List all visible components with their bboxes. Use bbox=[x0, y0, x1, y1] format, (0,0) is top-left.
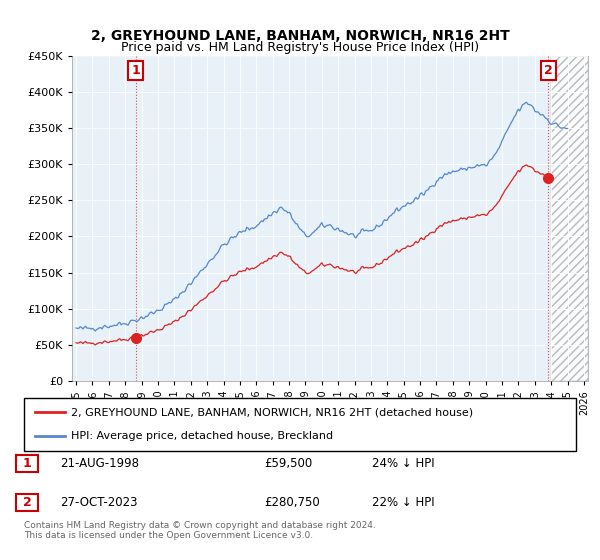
Text: 27-OCT-2023: 27-OCT-2023 bbox=[60, 496, 137, 510]
Text: 22% ↓ HPI: 22% ↓ HPI bbox=[372, 496, 434, 510]
Text: 24% ↓ HPI: 24% ↓ HPI bbox=[372, 457, 434, 470]
Text: 1: 1 bbox=[131, 64, 140, 77]
Text: 1: 1 bbox=[23, 457, 31, 470]
Text: 2: 2 bbox=[544, 64, 553, 77]
Text: HPI: Average price, detached house, Breckland: HPI: Average price, detached house, Brec… bbox=[71, 431, 333, 441]
Text: 2, GREYHOUND LANE, BANHAM, NORWICH, NR16 2HT: 2, GREYHOUND LANE, BANHAM, NORWICH, NR16… bbox=[91, 29, 509, 44]
Text: 2, GREYHOUND LANE, BANHAM, NORWICH, NR16 2HT (detached house): 2, GREYHOUND LANE, BANHAM, NORWICH, NR16… bbox=[71, 408, 473, 418]
Text: 21-AUG-1998: 21-AUG-1998 bbox=[60, 457, 139, 470]
FancyBboxPatch shape bbox=[24, 398, 576, 451]
Text: 2: 2 bbox=[23, 496, 31, 510]
Text: Contains HM Land Registry data © Crown copyright and database right 2024.
This d: Contains HM Land Registry data © Crown c… bbox=[24, 521, 376, 540]
Text: Price paid vs. HM Land Registry's House Price Index (HPI): Price paid vs. HM Land Registry's House … bbox=[121, 41, 479, 54]
Text: £280,750: £280,750 bbox=[264, 496, 320, 510]
Text: £59,500: £59,500 bbox=[264, 457, 312, 470]
